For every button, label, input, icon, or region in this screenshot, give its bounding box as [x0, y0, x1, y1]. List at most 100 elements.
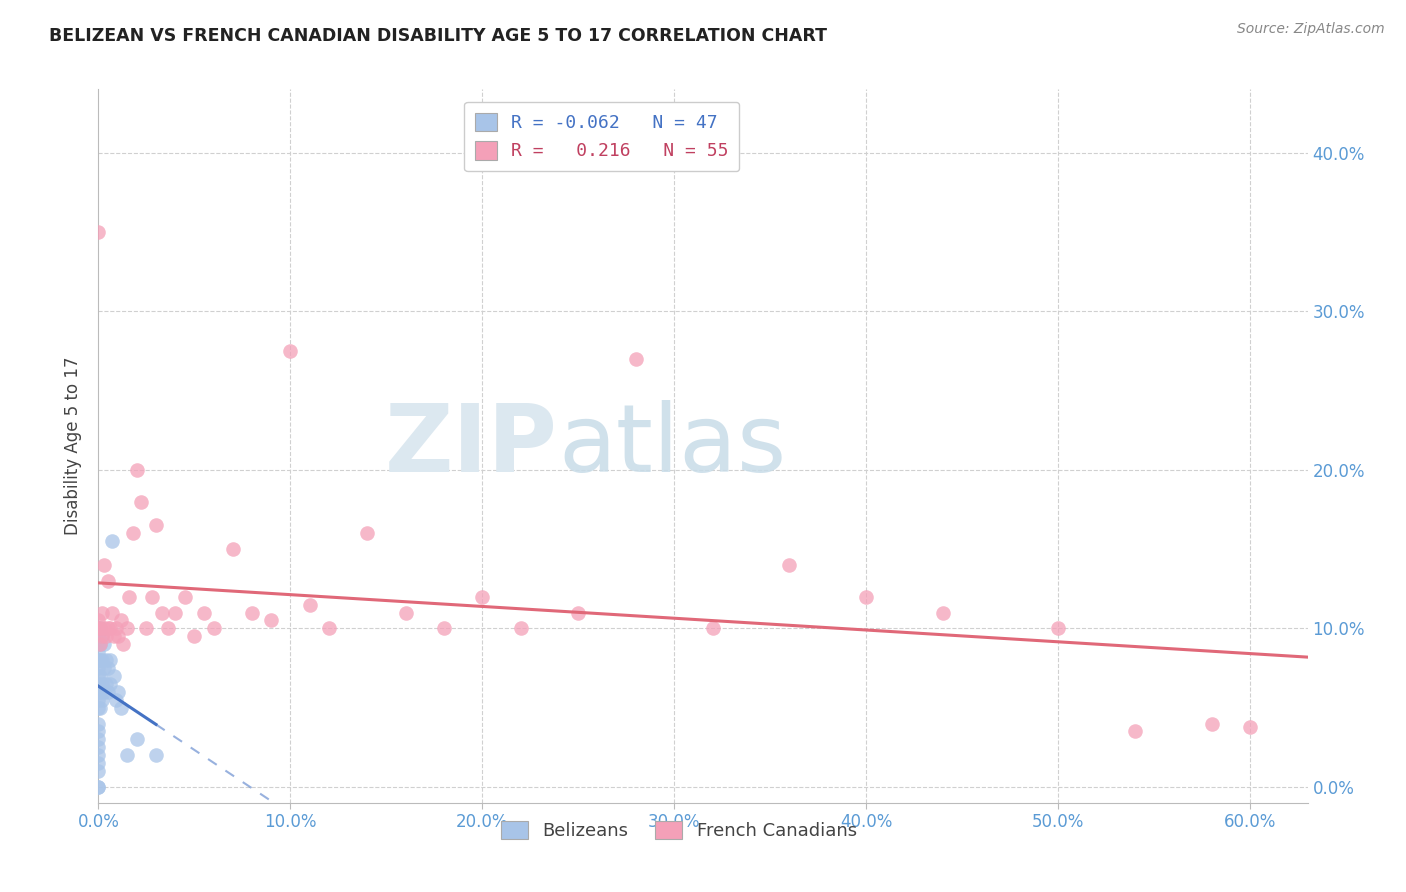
- Legend: Belizeans, French Canadians: Belizeans, French Canadians: [494, 814, 865, 847]
- Point: [932, 606, 955, 620]
- Point: [156, 621, 179, 635]
- Point: [98, 653, 121, 667]
- Point: [89, 621, 111, 635]
- Point: [93, 621, 115, 635]
- Text: Source: ZipAtlas.com: Source: ZipAtlas.com: [1237, 22, 1385, 37]
- Point: [91, 677, 114, 691]
- Point: [145, 748, 167, 763]
- Point: [97, 661, 120, 675]
- Point: [89, 621, 111, 635]
- Point: [87, 669, 110, 683]
- Point: [89, 685, 111, 699]
- Point: [91, 629, 114, 643]
- Point: [87, 756, 110, 771]
- Point: [702, 621, 724, 635]
- Point: [93, 661, 115, 675]
- Point: [183, 629, 205, 643]
- Point: [165, 606, 187, 620]
- Point: [193, 606, 215, 620]
- Point: [778, 558, 800, 572]
- Text: atlas: atlas: [558, 400, 786, 492]
- Point: [91, 606, 114, 620]
- Text: BELIZEAN VS FRENCH CANADIAN DISABILITY AGE 5 TO 17 CORRELATION CHART: BELIZEAN VS FRENCH CANADIAN DISABILITY A…: [49, 27, 827, 45]
- Point: [89, 669, 111, 683]
- Point: [112, 637, 135, 651]
- Y-axis label: Disability Age 5 to 17: Disability Age 5 to 17: [65, 357, 83, 535]
- Point: [94, 653, 117, 667]
- Point: [91, 629, 114, 643]
- Point: [101, 606, 124, 620]
- Point: [98, 677, 121, 691]
- Point: [125, 732, 148, 747]
- Point: [89, 637, 111, 651]
- Point: [104, 692, 127, 706]
- Point: [93, 637, 115, 651]
- Point: [110, 614, 132, 628]
- Point: [115, 748, 138, 763]
- Point: [318, 621, 340, 635]
- Point: [94, 677, 117, 691]
- Point: [87, 700, 110, 714]
- Point: [94, 629, 117, 643]
- Point: [173, 590, 195, 604]
- Point: [103, 629, 125, 643]
- Point: [110, 700, 132, 714]
- Text: ZIP: ZIP: [385, 400, 558, 492]
- Point: [87, 724, 110, 739]
- Point: [87, 685, 110, 699]
- Point: [87, 764, 110, 778]
- Point: [91, 653, 114, 667]
- Point: [394, 606, 416, 620]
- Point: [87, 637, 110, 651]
- Point: [202, 621, 225, 635]
- Point: [624, 351, 647, 366]
- Point: [89, 653, 111, 667]
- Point: [103, 669, 125, 683]
- Point: [97, 685, 120, 699]
- Point: [1201, 716, 1223, 731]
- Point: [93, 685, 115, 699]
- Point: [107, 685, 129, 699]
- Point: [260, 614, 283, 628]
- Point: [129, 494, 152, 508]
- Point: [280, 343, 302, 358]
- Point: [509, 621, 531, 635]
- Point: [87, 645, 110, 659]
- Point: [240, 606, 263, 620]
- Point: [118, 590, 141, 604]
- Point: [855, 590, 877, 604]
- Point: [87, 780, 110, 794]
- Point: [89, 700, 111, 714]
- Point: [87, 748, 110, 763]
- Point: [1239, 720, 1261, 734]
- Point: [87, 692, 110, 706]
- Point: [107, 629, 129, 643]
- Point: [87, 732, 110, 747]
- Point: [356, 526, 378, 541]
- Point: [150, 606, 173, 620]
- Point: [91, 692, 114, 706]
- Point: [89, 637, 111, 651]
- Point: [125, 463, 148, 477]
- Point: [93, 558, 115, 572]
- Point: [87, 740, 110, 755]
- Point: [567, 606, 589, 620]
- Point: [87, 629, 110, 643]
- Point: [145, 518, 167, 533]
- Point: [87, 677, 110, 691]
- Point: [222, 542, 245, 557]
- Point: [87, 661, 110, 675]
- Point: [104, 621, 127, 635]
- Point: [87, 621, 110, 635]
- Point: [97, 621, 120, 635]
- Point: [101, 534, 124, 549]
- Point: [87, 780, 110, 794]
- Point: [135, 621, 157, 635]
- Point: [433, 621, 456, 635]
- Point: [1123, 724, 1146, 739]
- Point: [87, 716, 110, 731]
- Point: [471, 590, 494, 604]
- Point: [87, 653, 110, 667]
- Point: [115, 621, 138, 635]
- Point: [87, 614, 110, 628]
